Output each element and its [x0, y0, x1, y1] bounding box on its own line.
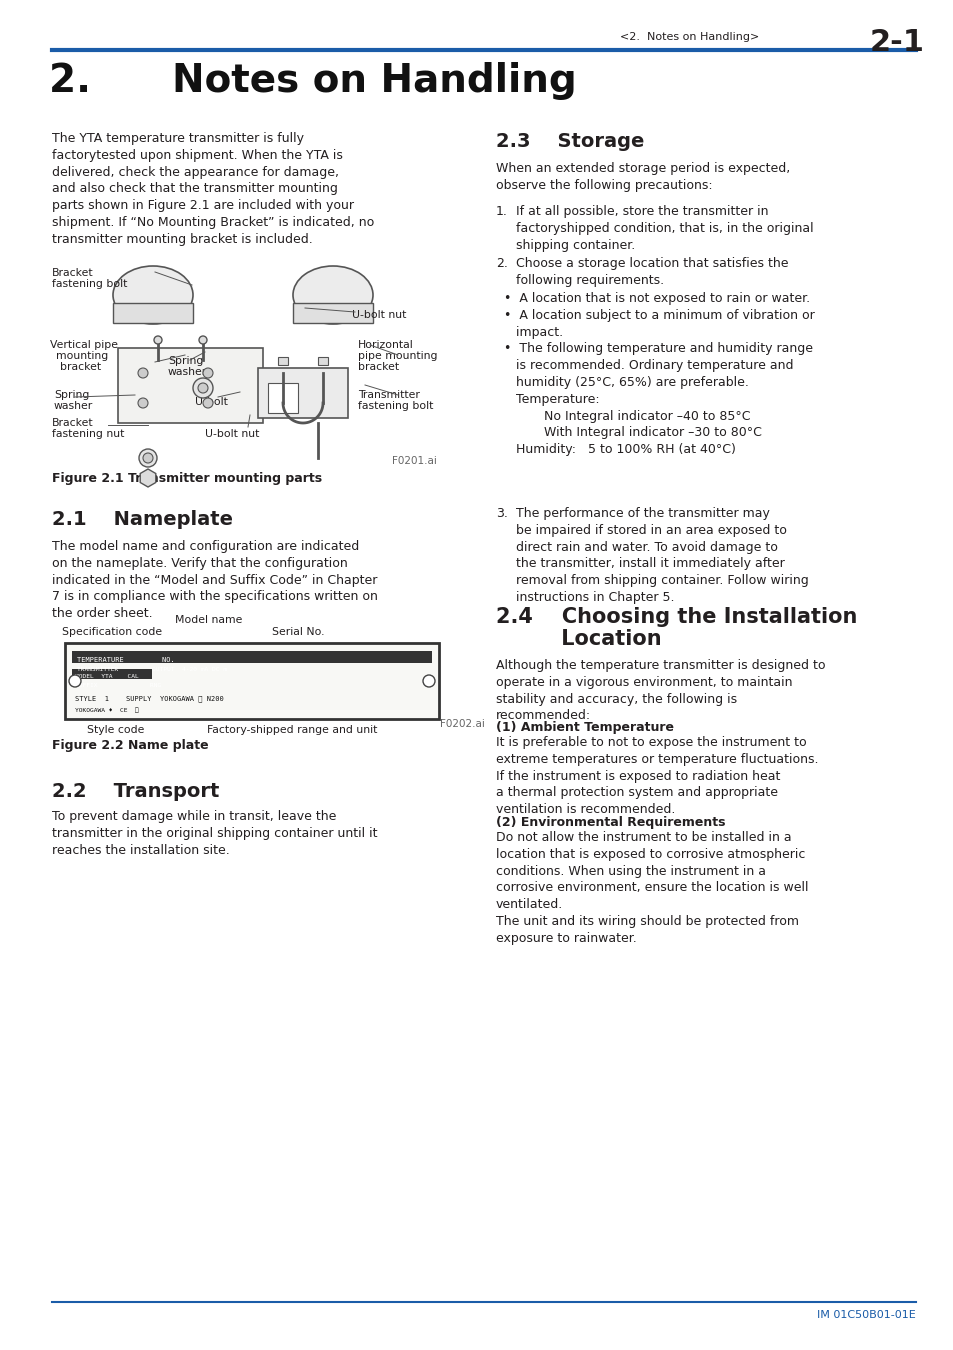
Text: It is preferable to not to expose the instrument to
extreme temperatures or temp: It is preferable to not to expose the in… [496, 736, 818, 817]
Text: washer: washer [54, 401, 93, 410]
Text: The model name and configuration are indicated
on the nameplate. Verify that the: The model name and configuration are ind… [52, 540, 377, 620]
Text: MODEL  YTA    CAL: MODEL YTA CAL [75, 674, 138, 679]
Text: Transmitter: Transmitter [357, 390, 419, 400]
Text: Do not allow the instrument to be installed in a
location that is exposed to cor: Do not allow the instrument to be instal… [496, 832, 807, 945]
Text: mounting: mounting [56, 351, 108, 360]
FancyBboxPatch shape [268, 383, 297, 413]
Text: IM 01C50B01-01E: IM 01C50B01-01E [817, 1310, 915, 1320]
Text: The YTA temperature transmitter is fully
factorytested upon shipment. When the Y: The YTA temperature transmitter is fully… [52, 132, 374, 246]
Text: Figure 2.1 Transmitter mounting parts: Figure 2.1 Transmitter mounting parts [52, 472, 322, 485]
FancyBboxPatch shape [71, 651, 432, 663]
Text: Horizontal: Horizontal [357, 340, 414, 350]
Circle shape [203, 369, 213, 378]
Circle shape [139, 450, 157, 467]
FancyBboxPatch shape [293, 302, 373, 323]
FancyBboxPatch shape [71, 670, 152, 679]
Circle shape [143, 454, 152, 463]
Text: SUFFIX              RNG: SUFFIX RNG [75, 683, 161, 688]
Circle shape [153, 336, 162, 344]
Text: Spring: Spring [54, 390, 90, 400]
Text: U-bolt: U-bolt [194, 397, 228, 406]
Text: Although the temperature transmitter is designed to
operate in a vigorous enviro: Although the temperature transmitter is … [496, 659, 824, 722]
Circle shape [199, 336, 207, 344]
Text: Spring: Spring [168, 356, 203, 366]
Text: YOKOGAWA ♦  CE  Ⓢ: YOKOGAWA ♦ CE Ⓢ [75, 707, 138, 713]
Text: fastening nut: fastening nut [52, 429, 124, 439]
FancyBboxPatch shape [112, 302, 193, 323]
Text: (1) Ambient Temperature: (1) Ambient Temperature [496, 721, 673, 734]
Text: fastening bolt: fastening bolt [52, 279, 128, 289]
Text: 2.      Notes on Handling: 2. Notes on Handling [49, 62, 577, 100]
Text: 2-1: 2-1 [869, 28, 924, 57]
Circle shape [422, 675, 435, 687]
Circle shape [193, 378, 213, 398]
Text: U-bolt nut: U-bolt nut [205, 429, 259, 439]
Circle shape [203, 398, 213, 408]
Text: 3.: 3. [496, 508, 507, 520]
Text: Vertical pipe: Vertical pipe [50, 340, 118, 350]
Text: bracket: bracket [60, 362, 101, 373]
Circle shape [198, 383, 208, 393]
Text: F0201.ai: F0201.ai [392, 456, 436, 466]
Text: TEMPERATURE         NO.: TEMPERATURE NO. [77, 657, 174, 663]
Text: TRANSMITTER         OUTPUT  4-20 mA DC m: TRANSMITTER OUTPUT 4-20 mA DC m [77, 667, 227, 672]
Text: Choose a storage location that satisfies the
following requirements.: Choose a storage location that satisfies… [516, 256, 788, 286]
Text: (2) Environmental Requirements: (2) Environmental Requirements [496, 815, 724, 829]
Ellipse shape [293, 266, 373, 324]
Text: 1.: 1. [496, 205, 507, 217]
Text: STYLE  1    SUPPLY  YOKOGAWA Ⓝ N200: STYLE 1 SUPPLY YOKOGAWA Ⓝ N200 [75, 695, 224, 702]
Text: The performance of the transmitter may
be impaired if stored in an area exposed : The performance of the transmitter may b… [516, 508, 808, 603]
Circle shape [138, 398, 148, 408]
Text: Specification code: Specification code [62, 626, 162, 637]
Text: If at all possible, store the transmitter in
factoryshipped condition, that is, : If at all possible, store the transmitte… [516, 205, 813, 251]
Ellipse shape [112, 266, 193, 324]
Text: F0202.ai: F0202.ai [439, 720, 484, 729]
FancyBboxPatch shape [317, 356, 328, 365]
Text: U-bolt nut: U-bolt nut [352, 310, 406, 320]
Text: Factory-shipped range and unit: Factory-shipped range and unit [207, 725, 377, 734]
Text: 2.3    Storage: 2.3 Storage [496, 132, 643, 151]
Text: Bracket: Bracket [52, 418, 93, 428]
Text: <2.  Notes on Handling>: <2. Notes on Handling> [619, 32, 759, 42]
Text: fastening bolt: fastening bolt [357, 401, 433, 410]
Text: To prevent damage while in transit, leave the
transmitter in the original shippi: To prevent damage while in transit, leav… [52, 810, 377, 857]
Text: Model name: Model name [174, 616, 242, 625]
Text: pipe mounting: pipe mounting [357, 351, 437, 360]
Text: bracket: bracket [357, 362, 398, 373]
Text: When an extended storage period is expected,
observe the following precautions:: When an extended storage period is expec… [496, 162, 789, 192]
Text: Serial No.: Serial No. [272, 626, 324, 637]
Text: 2.1    Nameplate: 2.1 Nameplate [52, 510, 233, 529]
Text: 2.2    Transport: 2.2 Transport [52, 782, 219, 801]
Text: 2.: 2. [496, 256, 507, 270]
Text: Figure 2.2 Name plate: Figure 2.2 Name plate [52, 738, 209, 752]
FancyBboxPatch shape [65, 643, 438, 720]
Text: Bracket: Bracket [52, 269, 93, 278]
Text: •  A location that is not exposed to rain or water.
•  A location subject to a m: • A location that is not exposed to rain… [503, 292, 814, 456]
Text: Location: Location [496, 629, 661, 649]
FancyBboxPatch shape [277, 356, 288, 365]
Text: 2.4    Choosing the Installation: 2.4 Choosing the Installation [496, 608, 857, 626]
Circle shape [69, 675, 81, 687]
FancyBboxPatch shape [257, 369, 348, 418]
Text: Style code: Style code [87, 725, 144, 734]
Circle shape [138, 369, 148, 378]
Text: washer: washer [168, 367, 207, 377]
FancyBboxPatch shape [118, 348, 263, 423]
